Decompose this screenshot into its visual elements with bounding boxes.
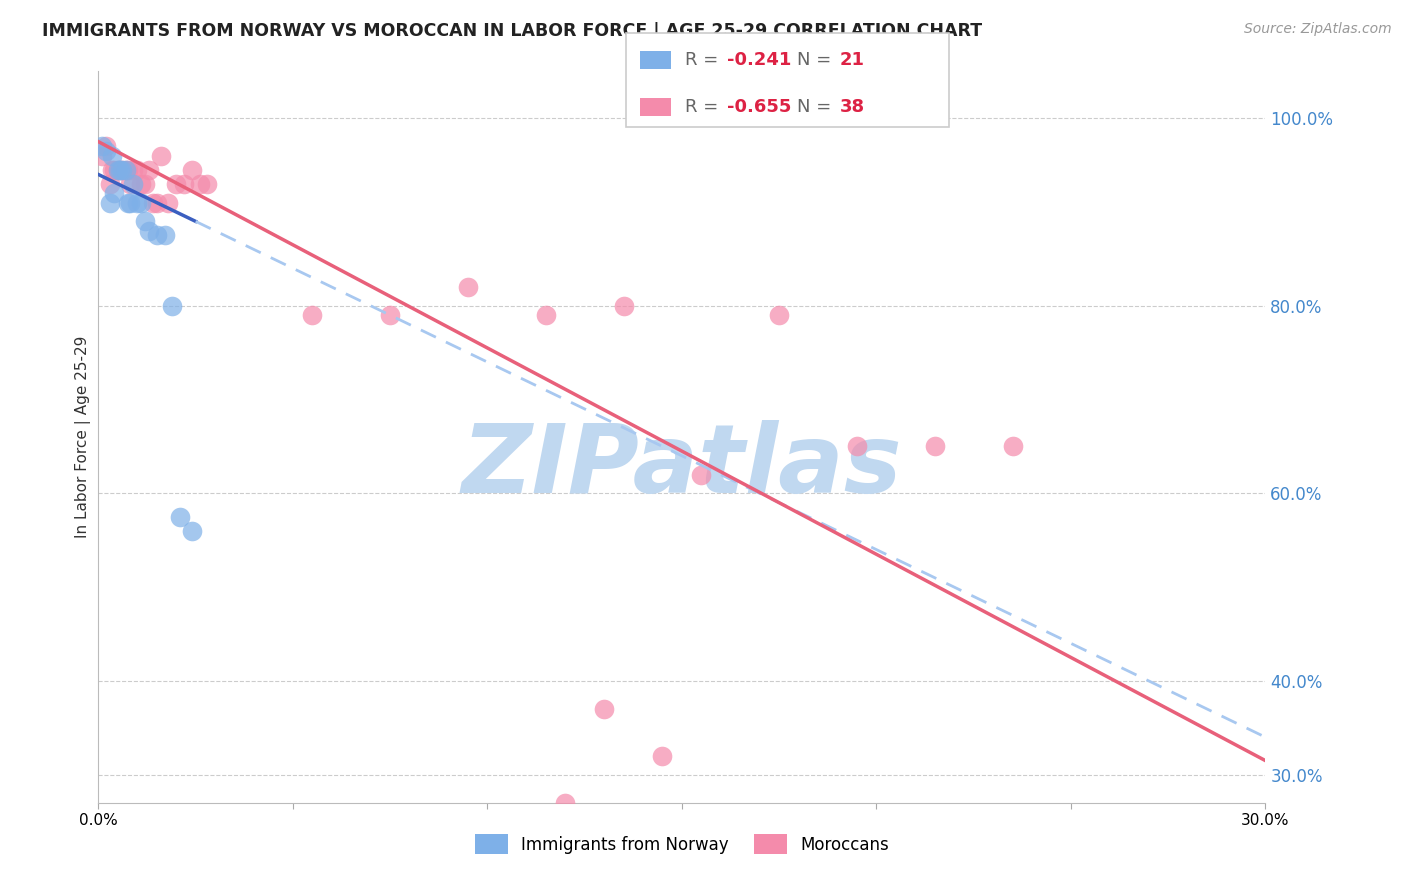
Point bbox=[103, 186, 125, 201]
Point bbox=[117, 162, 139, 177]
Point bbox=[122, 177, 145, 191]
Point bbox=[554, 796, 576, 810]
Point bbox=[129, 177, 152, 191]
Point bbox=[101, 149, 124, 163]
Text: ZIPatlas: ZIPatlas bbox=[461, 420, 903, 513]
Point bbox=[846, 440, 869, 454]
Point bbox=[96, 144, 118, 158]
Point bbox=[1001, 440, 1024, 454]
Point bbox=[127, 195, 149, 210]
Point bbox=[301, 308, 323, 322]
Y-axis label: In Labor Force | Age 25-29: In Labor Force | Age 25-29 bbox=[76, 336, 91, 538]
Point bbox=[107, 162, 129, 177]
Point bbox=[101, 162, 124, 177]
Text: IMMIGRANTS FROM NORWAY VS MOROCCAN IN LABOR FORCE | AGE 25-29 CORRELATION CHART: IMMIGRANTS FROM NORWAY VS MOROCCAN IN LA… bbox=[42, 22, 983, 40]
Text: N =: N = bbox=[797, 98, 837, 116]
Text: 38: 38 bbox=[839, 98, 865, 116]
Text: N =: N = bbox=[797, 51, 837, 69]
Point bbox=[457, 280, 479, 294]
Point bbox=[768, 308, 790, 322]
Point bbox=[153, 228, 176, 243]
Point bbox=[138, 162, 160, 177]
Point bbox=[534, 308, 557, 322]
Point bbox=[98, 195, 121, 210]
Point bbox=[149, 149, 172, 163]
Point bbox=[138, 224, 160, 238]
Point bbox=[134, 177, 156, 191]
Point bbox=[188, 177, 211, 191]
Point bbox=[98, 177, 121, 191]
Point bbox=[111, 162, 134, 177]
Point bbox=[195, 177, 218, 191]
Point bbox=[180, 162, 202, 177]
Point bbox=[651, 748, 673, 763]
Point bbox=[129, 195, 152, 210]
Point bbox=[180, 524, 202, 538]
Point bbox=[169, 509, 191, 524]
Point bbox=[593, 702, 616, 716]
Point bbox=[108, 162, 131, 177]
Point bbox=[127, 162, 149, 177]
Point bbox=[107, 162, 129, 177]
Text: Source: ZipAtlas.com: Source: ZipAtlas.com bbox=[1244, 22, 1392, 37]
Point bbox=[162, 299, 184, 313]
Point bbox=[122, 162, 145, 177]
Point bbox=[117, 195, 139, 210]
Text: -0.655: -0.655 bbox=[727, 98, 792, 116]
Point bbox=[108, 162, 131, 177]
Point bbox=[118, 195, 141, 210]
Point bbox=[165, 177, 187, 191]
Point bbox=[96, 139, 118, 153]
Point bbox=[173, 177, 195, 191]
Point bbox=[690, 467, 713, 482]
Point bbox=[146, 195, 169, 210]
Point bbox=[91, 139, 114, 153]
Point bbox=[114, 162, 136, 177]
Legend: Immigrants from Norway, Moroccans: Immigrants from Norway, Moroccans bbox=[468, 828, 896, 860]
Text: 21: 21 bbox=[839, 51, 865, 69]
Point bbox=[924, 440, 946, 454]
Point bbox=[142, 195, 165, 210]
Point bbox=[91, 149, 114, 163]
Text: R =: R = bbox=[685, 98, 724, 116]
Point bbox=[118, 177, 141, 191]
Text: -0.241: -0.241 bbox=[727, 51, 792, 69]
Point bbox=[380, 308, 402, 322]
Point bbox=[157, 195, 180, 210]
Point bbox=[103, 162, 125, 177]
Point bbox=[134, 214, 156, 228]
Point bbox=[111, 162, 134, 177]
Point bbox=[146, 228, 169, 243]
Point bbox=[114, 162, 136, 177]
Text: R =: R = bbox=[685, 51, 724, 69]
Point bbox=[613, 299, 636, 313]
